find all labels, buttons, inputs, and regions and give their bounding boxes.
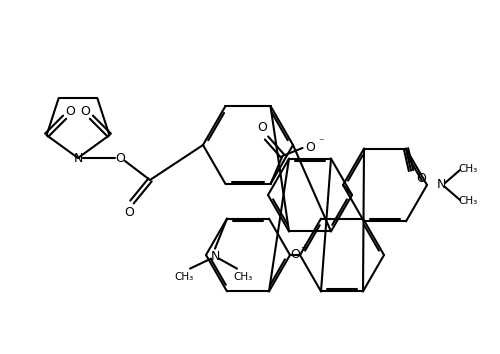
Text: O: O (306, 142, 316, 154)
Text: CH₃: CH₃ (234, 272, 252, 282)
Text: O: O (124, 206, 134, 218)
Text: N: N (436, 178, 446, 192)
Text: O: O (115, 152, 125, 165)
Text: O: O (416, 172, 426, 185)
Text: CH₃: CH₃ (458, 196, 477, 206)
Text: O: O (290, 249, 300, 262)
Text: CH₃: CH₃ (458, 164, 477, 174)
Text: CH₃: CH₃ (174, 272, 194, 282)
Text: O: O (80, 105, 90, 118)
Text: O: O (66, 105, 76, 118)
Text: N: N (210, 250, 220, 263)
Text: ⁻: ⁻ (318, 137, 324, 147)
Text: O: O (258, 121, 268, 135)
Text: +: + (300, 243, 308, 253)
Text: N: N (74, 152, 82, 165)
